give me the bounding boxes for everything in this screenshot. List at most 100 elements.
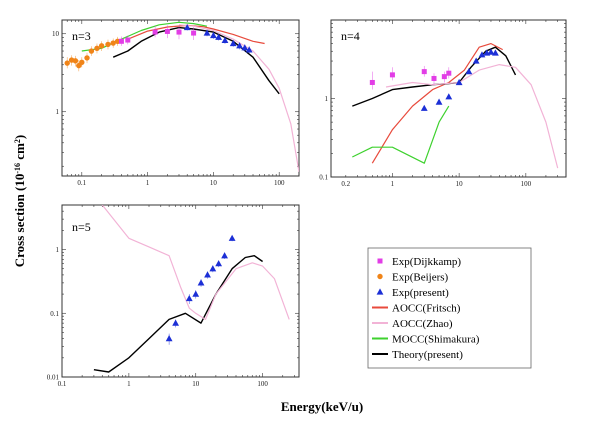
n4-point-present_exp [472, 57, 480, 64]
n3-point-present_exp [209, 31, 217, 39]
n4-line-fritsch [371, 43, 503, 164]
n4-point-present_exp [465, 68, 473, 75]
n3-x-tick-label: 100 [274, 179, 285, 187]
n4-series-group [352, 43, 559, 169]
n4-x-tick-label: 0.2 [341, 180, 350, 188]
panel-n3: 0.1 1 10 100 1 10 n=3 [52, 19, 300, 187]
n5-point-present_exp [209, 265, 217, 272]
legend-label-present_exp: Exp(present) [392, 287, 449, 299]
legend-entry-theory: Theory(present) [372, 349, 463, 361]
y-axis-title-close: ) [12, 135, 27, 139]
n3-point-beijers [79, 59, 85, 66]
n3-line-zhao [178, 24, 299, 172]
n3-point-dijkkamp [164, 28, 170, 34]
n5-x-tick-label: 100 [257, 380, 268, 388]
legend-label-beijers: Exp(Beijers) [392, 272, 449, 284]
legend-label-shimakura: MOCC(Shimakura) [392, 334, 480, 346]
n5-point-present_exp [204, 271, 211, 278]
n5-point-present_exp [165, 335, 173, 342]
n4-x-tick-label: 100 [521, 180, 532, 188]
n5-line-zhao [101, 205, 290, 320]
y-axis-title-base: Cross section (10 [12, 174, 27, 268]
n4-point-present_exp [492, 49, 499, 56]
n4-y-tick-label: 1 [325, 95, 329, 103]
n3-point-present_exp [221, 36, 229, 44]
x-axis-title: Energy(keV/u) [281, 399, 363, 414]
n5-y-tick-label: 0.1 [50, 310, 59, 318]
n5-x-tick-label: 1 [127, 380, 131, 388]
n3-point-beijers [98, 43, 105, 49]
n5-series-group [93, 205, 290, 373]
legend-entry-shimakura: MOCC(Shimakura) [372, 334, 480, 346]
n4-point-dijkkamp [369, 79, 375, 85]
n3-x-tick-label: 0.1 [77, 179, 86, 187]
n3-point-beijers [110, 40, 116, 46]
y-axis-title-exp: -16 [13, 163, 22, 174]
n3-point-present_exp [245, 46, 253, 53]
n3-point-beijers [94, 45, 100, 52]
legend-label-dijkkamp: Exp(Dijkkamp) [392, 256, 461, 268]
n4-point-present_exp [435, 98, 443, 105]
y-axis-title: Cross section (10-16 cm2) [12, 135, 27, 268]
legend-swatch-beijers [377, 273, 383, 280]
n3-point-beijers [64, 60, 70, 66]
n4-point-dijkkamp [431, 75, 437, 81]
n4-point-dijkkamp [446, 70, 452, 76]
n5-y-tick-label: 1 [56, 246, 60, 254]
n4-y-tick-label: 0.1 [319, 174, 328, 182]
n3-point-present_exp [236, 42, 243, 49]
n5-line-theory [93, 255, 264, 373]
legend-label-fritsch: AOCC(Fritsch) [392, 303, 461, 315]
y-axis-title-tail: cm [12, 143, 27, 163]
n4-line-shimakura [352, 105, 450, 164]
n3-x-tick-label: 10 [210, 179, 218, 187]
n5-point-present_exp [185, 294, 193, 302]
n5-y-tick-label: 0.01 [47, 374, 60, 382]
y-axis-title-exp2: 2 [13, 139, 22, 143]
n4-point-dijkkamp [441, 74, 447, 80]
legend-entry-fritsch: AOCC(Fritsch) [372, 303, 461, 315]
n4-point-present_exp [445, 93, 453, 100]
legend-swatch-present_exp [376, 288, 384, 295]
n3-point-present_exp [203, 29, 211, 36]
n3-point-dijkkamp [152, 29, 158, 35]
n4-line-zhao [385, 63, 559, 169]
legend-label-zhao: AOCC(Zhao) [392, 318, 453, 330]
n3-x-tick-label: 1 [146, 179, 150, 187]
n5-point-present_exp [215, 260, 223, 267]
n3-point-beijers [105, 41, 111, 48]
n3-point-dijkkamp [176, 29, 182, 35]
legend-swatch-dijkkamp [377, 258, 383, 264]
n5-point-present_exp [172, 319, 180, 326]
panel-n3-frame [61, 19, 300, 177]
legend-label-theory: Theory(present) [392, 349, 463, 361]
legend-entries: Exp(Dijkkamp) Exp(Beijers) Exp(present) AOC… [372, 256, 480, 361]
n4-point-present_exp [478, 51, 486, 58]
n4-point-dijkkamp [421, 69, 427, 75]
n3-point-beijers [88, 48, 95, 54]
legend-entry-dijkkamp: Exp(Dijkkamp) [377, 256, 461, 268]
legend-entry-zhao: AOCC(Zhao) [372, 318, 453, 330]
n4-point-present_exp [420, 104, 428, 111]
legend: Exp(Dijkkamp) Exp(Beijers) Exp(present) AOC… [367, 247, 532, 369]
n4-x-tick-label: 1 [391, 180, 395, 188]
panel-n4-label: n=4 [341, 29, 360, 43]
legend-entry-beijers: Exp(Beijers) [377, 272, 449, 284]
n3-y-tick-label: 10 [52, 30, 60, 38]
panel-n3-label: n=3 [72, 29, 91, 43]
n4-x-tick-label: 10 [456, 180, 464, 188]
n3-point-present_exp [241, 44, 249, 51]
n5-point-present_exp [221, 252, 228, 259]
n3-line-theory [112, 26, 280, 95]
n5-x-tick-label: 0.1 [58, 380, 67, 388]
n4-point-dijkkamp [389, 72, 395, 78]
n3-point-dijkkamp [118, 38, 124, 44]
n4-point-present_exp [455, 78, 463, 86]
n3-series-group [64, 21, 299, 172]
n5-point-present_exp [192, 290, 200, 297]
panel-n4: 0.2 1 10 100 0.1 1 n=4 [319, 19, 567, 188]
panel-n3-plot: 0.1 1 10 100 1 10 [52, 20, 300, 187]
